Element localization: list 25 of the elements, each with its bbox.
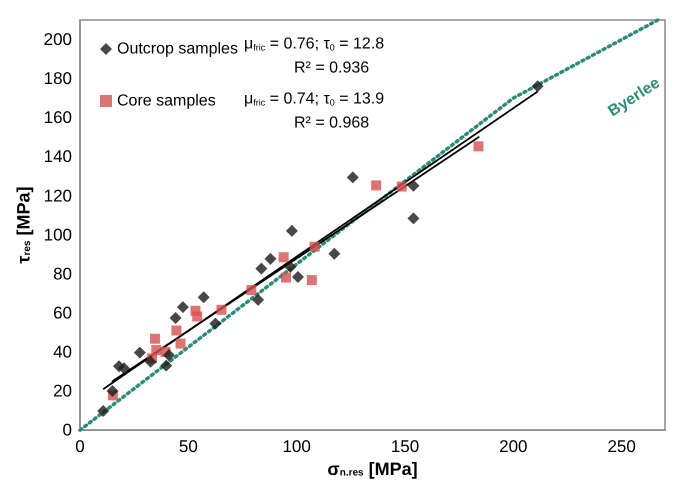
y-tick-label: 80	[53, 264, 72, 284]
y-tick-label: 180	[44, 69, 72, 88]
x-axis-title: σn.res [MPa]	[327, 459, 418, 479]
y-axis-title: τres [MPa]	[14, 186, 34, 264]
annotation: μfric = 0.76; τ0 = 12.8	[244, 36, 384, 52]
y-tick-label: 20	[53, 382, 72, 401]
y-tick-label: 0	[62, 420, 72, 440]
annotation: R² = 0.968	[294, 114, 370, 132]
x-tick-label: 100	[282, 437, 311, 456]
y-tick-label: 100	[44, 225, 72, 244]
y-tick-label: 160	[44, 108, 72, 128]
x-tick-label: 50	[178, 437, 198, 456]
y-tick-label: 200	[44, 30, 72, 50]
y-tick-label: 140	[44, 147, 72, 166]
y-tick-label: 40	[53, 342, 72, 362]
legend-label: Outcrop samples	[117, 40, 238, 58]
x-tick-label: 150	[390, 437, 420, 456]
y-tick-label: 60	[53, 303, 72, 322]
annotation: μfric = 0.74; τ0 = 13.9	[244, 90, 384, 108]
annotation: R² = 0.936	[294, 60, 370, 76]
legend-label: Core samples	[117, 92, 216, 110]
y-tick-label: 120	[44, 186, 72, 206]
x-tick-label: 250	[607, 437, 636, 456]
x-tick-label: 0	[75, 437, 85, 456]
x-tick-label: 200	[499, 437, 528, 456]
